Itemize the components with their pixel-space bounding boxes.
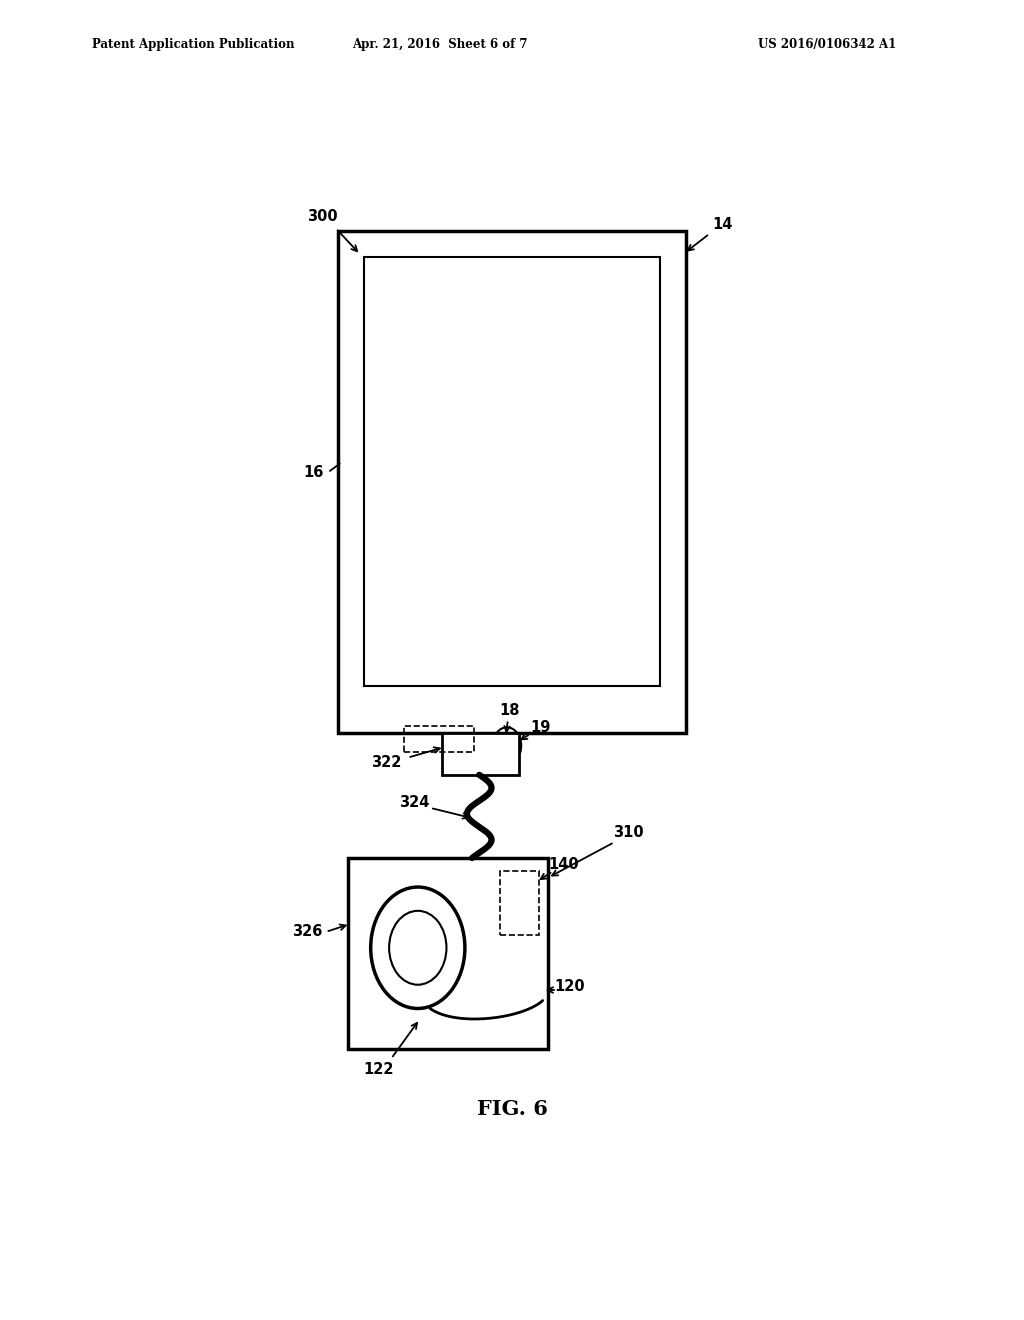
Text: 122: 122 [364, 1061, 394, 1077]
Bar [338, 231, 686, 733]
Bar [500, 871, 539, 935]
Bar [404, 726, 474, 752]
Bar [348, 858, 548, 1049]
Text: US 2016/0106342 A1: US 2016/0106342 A1 [758, 38, 896, 51]
Text: FIG. 6: FIG. 6 [476, 1098, 548, 1119]
Text: Patent Application Publication: Patent Application Publication [92, 38, 295, 51]
Text: Apr. 21, 2016  Sheet 6 of 7: Apr. 21, 2016 Sheet 6 of 7 [352, 38, 528, 51]
Text: 322: 322 [371, 755, 401, 771]
Text: 18: 18 [500, 702, 520, 718]
Text: 326: 326 [292, 924, 323, 940]
Text: 310: 310 [613, 825, 644, 841]
Bar [364, 257, 660, 686]
Text: 14: 14 [713, 216, 733, 232]
Text: 324: 324 [399, 795, 430, 810]
Text: 19: 19 [530, 719, 551, 735]
Text: 300: 300 [307, 209, 338, 224]
Bar [442, 733, 519, 775]
Text: 140: 140 [548, 857, 579, 873]
Text: 120: 120 [554, 978, 585, 994]
Text: 16: 16 [303, 465, 324, 480]
